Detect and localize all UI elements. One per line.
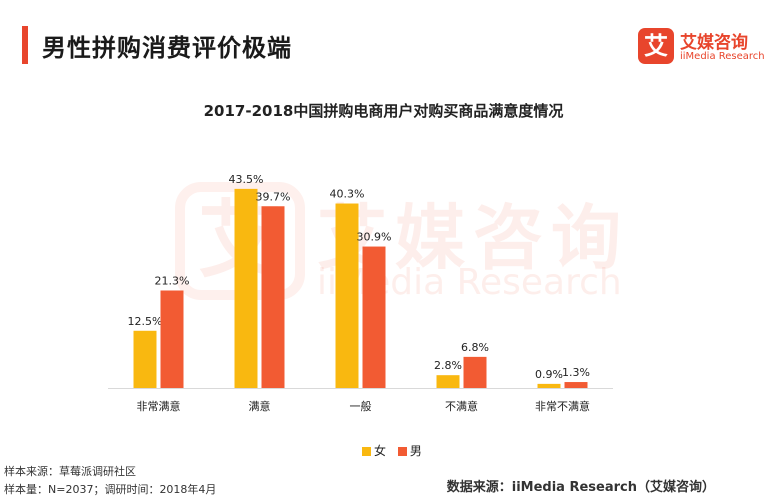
bar-male xyxy=(362,246,386,388)
title-accent-bar xyxy=(22,26,28,64)
data-source-note: 数据来源：iiMedia Research（艾媒咨询） xyxy=(446,480,715,495)
legend-item-male: 男 xyxy=(397,442,422,459)
x-tick-label: 非常满意 xyxy=(137,399,181,413)
x-tick-label: 一般 xyxy=(350,400,372,413)
bar-male xyxy=(463,356,487,388)
x-tick-label: 非常不满意 xyxy=(535,399,590,413)
chart-legend: 女 男 xyxy=(362,442,430,459)
legend-label-female: 女 xyxy=(374,444,387,458)
bar-female xyxy=(537,383,561,388)
legend-item-female: 女 xyxy=(362,442,386,459)
logo-name-en: iiMedia Research xyxy=(680,51,765,62)
bar-female xyxy=(133,330,157,388)
bar-male xyxy=(160,290,184,388)
chart-title: 2017-2018中国拼购电商用户对购买商品满意度情况 xyxy=(203,102,564,120)
page-title: 男性拼购消费评价极端 xyxy=(42,34,292,62)
data-label-male: 6.8% xyxy=(461,341,489,354)
data-label-female: 43.5% xyxy=(229,173,264,186)
data-label-female: 12.5% xyxy=(128,315,163,328)
brand-logo: 艾 艾媒咨询 iiMedia Research xyxy=(638,28,765,68)
x-tick-label: 不满意 xyxy=(445,399,478,413)
legend-swatch-female xyxy=(362,447,371,456)
bar-male xyxy=(261,206,285,388)
sample-detail-note: 样本量：N=2037；调研时间：2018年4月 xyxy=(4,483,217,496)
logo-mark-icon: 艾 xyxy=(638,28,674,64)
bar-female xyxy=(436,375,460,388)
x-tick-label: 满意 xyxy=(249,399,271,413)
data-label-male: 30.9% xyxy=(357,231,392,244)
data-label-female: 40.3% xyxy=(330,188,365,201)
bar-female xyxy=(335,203,359,388)
sample-source-note: 样本来源：草莓派调研社区 xyxy=(4,465,136,478)
data-label-male: 1.3% xyxy=(562,366,590,379)
data-label-male: 21.3% xyxy=(155,274,190,287)
data-label-female: 2.8% xyxy=(434,359,462,372)
data-label-female: 0.9% xyxy=(535,368,563,381)
bar-male xyxy=(564,382,588,388)
logo-name-cn: 艾媒咨询 xyxy=(680,33,748,53)
legend-label-male: 男 xyxy=(409,444,422,458)
data-label-male: 39.7% xyxy=(256,190,291,203)
legend-swatch-male xyxy=(397,447,407,456)
bar-female xyxy=(234,188,258,388)
